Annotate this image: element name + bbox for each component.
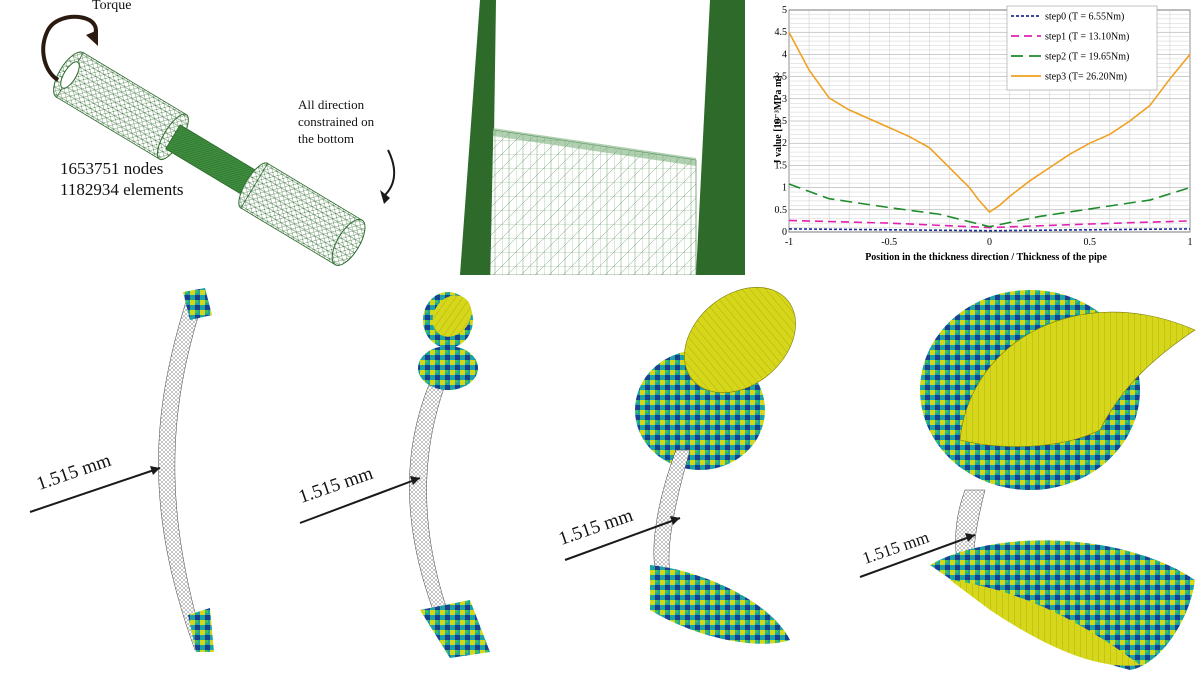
constraint-arrow-icon: [384, 149, 396, 196]
y-tick-label: 3: [782, 94, 787, 105]
j-value-chart: -1 -0.5 0 0.5 1 0 0.5 1 1.5 2 2.5 3 3.5 4 4.5 5 step0 (…: [745, 0, 1200, 275]
stage-2: [299, 292, 490, 658]
y-tick-label: 0: [782, 227, 787, 238]
y-tick-label: 3.5: [775, 72, 788, 83]
chart-svg: -1 -0.5 0 0.5 1 0 0.5 1 1.5 2 2.5 3 3.5 4 4.5 5 step0 (…: [773, 5, 1193, 263]
pipe-body: [53, 51, 366, 266]
zoomed-mesh-figure: [460, 0, 745, 276]
y-tick-label: 5: [782, 5, 787, 16]
y-tick-label: 1: [782, 183, 787, 194]
series-line-step0: [788, 228, 1191, 232]
left-wall: [460, 0, 496, 275]
nodes-count: 1653751 nodes: [60, 159, 164, 178]
x-tick-label: -0.5: [881, 237, 897, 248]
stage-3: [564, 287, 796, 644]
stage-1: [29, 288, 214, 652]
legend-label: step2 (T = 19.65Nm): [1045, 52, 1129, 63]
torque-arrow-icon: [41, 14, 98, 82]
y-tick-label: 0.5: [775, 205, 788, 216]
torque-label: Torque: [92, 0, 132, 13]
chart-xlabel: Position in the thickness direction / Th…: [865, 252, 1107, 263]
legend-label: step3 (T= 26.20Nm): [1045, 72, 1127, 83]
crack-stages: 1.515 mm 1.515 mm 1.515 mm 1.515 mm: [0, 280, 1200, 683]
y-tick-label: 2: [782, 138, 787, 149]
constraint-line-2: constrained on: [298, 114, 375, 129]
zoomed-mesh-panel: [460, 0, 745, 276]
elements-count: 1182934 elements: [60, 180, 184, 199]
legend-label: step1 (T = 13.10Nm): [1045, 32, 1129, 43]
x-tick-label: -1: [785, 237, 793, 248]
constraint-label: All direction constrained on the bottom: [298, 96, 374, 147]
mesh-stats: 1653751 nodes 1182934 elements: [60, 158, 184, 200]
stage-4: [859, 290, 1196, 670]
constraint-line-3: the bottom: [298, 131, 354, 146]
series-line-step3: [788, 31, 1191, 214]
crack-stages-figure: [29, 287, 1196, 670]
y-tick-label: 4.5: [775, 27, 788, 38]
chart-ylabel: J value [10⁻³MPa m]: [773, 75, 784, 164]
series-line-step2: [788, 183, 1191, 228]
crack-mesh-region: [489, 129, 697, 276]
series-line-step1: [788, 219, 1191, 229]
legend-label: step0 (T = 6.55Nm): [1045, 12, 1124, 23]
constraint-line-1: All direction: [298, 97, 365, 112]
x-tick-label: 0.5: [1084, 237, 1097, 248]
pipe-model-panel: Torque All direction constrained on the …: [0, 0, 460, 280]
x-tick-label: 1: [1188, 237, 1193, 248]
pipe-model-figure: [41, 14, 396, 266]
y-tick-label: 4: [782, 49, 787, 60]
y-tick-label: 2.5: [775, 116, 788, 127]
right-wall: [696, 0, 745, 275]
torque-arrowhead-icon: [86, 30, 98, 46]
x-tick-label: 0: [987, 237, 992, 248]
y-tick-label: 1.5: [775, 160, 788, 171]
